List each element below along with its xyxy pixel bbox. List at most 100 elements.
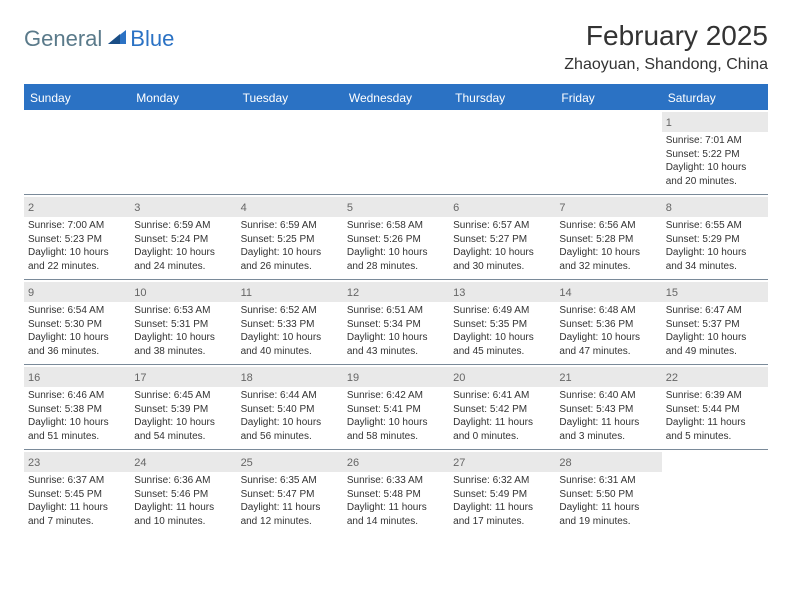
day-number-bar: 7 [555,197,661,217]
sunrise-text: Sunrise: 6:44 AM [241,389,339,403]
day-number: 22 [666,372,678,384]
sunrise-text: Sunrise: 6:48 AM [559,304,657,318]
title-block: February 2025 Zhaoyuan, Shandong, China [564,20,768,74]
day-number-bar: 23 [24,452,130,472]
daylight-text: Daylight: 11 hours [559,501,657,515]
calendar-day-cell: 24Sunrise: 6:36 AMSunset: 5:46 PMDayligh… [130,450,236,534]
sunset-text: Sunset: 5:28 PM [559,233,657,247]
day-number: 26 [347,457,359,469]
sunset-text: Sunset: 5:43 PM [559,403,657,417]
calendar-week-row: 1 Sunrise: 7:01 AMSunset: 5:22 PMDaylight… [24,110,768,194]
day-number-bar: 3 [130,197,236,217]
sunset-text: Sunset: 5:25 PM [241,233,339,247]
daylight-text: Daylight: 10 hours [241,246,339,260]
sunrise-text: Sunrise: 6:35 AM [241,474,339,488]
day-number-bar: 17 [130,367,236,387]
day-number-bar: 16 [24,367,130,387]
day-number: 7 [559,202,565,214]
daylight-text: Daylight: 10 hours [559,331,657,345]
day-number: 6 [453,202,459,214]
calendar-empty-cell [237,110,343,194]
sunset-text: Sunset: 5:29 PM [666,233,764,247]
sunrise-text: Sunrise: 6:36 AM [134,474,232,488]
daylight-text: Daylight: 10 hours [666,246,764,260]
sunrise-text: Sunrise: 6:41 AM [453,389,551,403]
sunset-text: Sunset: 5:23 PM [28,233,126,247]
day-number-bar: 27 [449,452,555,472]
day-number: 28 [559,457,571,469]
daylight-text: Daylight: 11 hours [453,416,551,430]
daylight-text: and 51 minutes. [28,430,126,444]
day-number: 1 [666,117,672,129]
daylight-text: and 12 minutes. [241,515,339,529]
daylight-text: and 28 minutes. [347,260,445,274]
daylight-text: and 40 minutes. [241,345,339,359]
daylight-text: and 34 minutes. [666,260,764,274]
sunset-text: Sunset: 5:36 PM [559,318,657,332]
calendar-empty-cell [343,110,449,194]
sunrise-text: Sunrise: 6:53 AM [134,304,232,318]
day-number-bar: 19 [343,367,449,387]
sunset-text: Sunset: 5:48 PM [347,488,445,502]
day-number: 11 [241,287,252,299]
calendar-day-cell: 17Sunrise: 6:45 AMSunset: 5:39 PMDayligh… [130,365,236,449]
daylight-text: Daylight: 10 hours [241,331,339,345]
sunset-text: Sunset: 5:24 PM [134,233,232,247]
sunset-text: Sunset: 5:38 PM [28,403,126,417]
calendar-empty-cell [130,110,236,194]
sunrise-text: Sunrise: 6:51 AM [347,304,445,318]
daylight-text: and 24 minutes. [134,260,232,274]
sunrise-text: Sunrise: 6:57 AM [453,219,551,233]
day-number: 25 [241,457,253,469]
day-number-bar: 13 [449,282,555,302]
day-number-bar: 10 [130,282,236,302]
weekday-header: Friday [555,86,661,110]
day-number: 8 [666,202,672,214]
calendar-day-cell: 20Sunrise: 6:41 AMSunset: 5:42 PMDayligh… [449,365,555,449]
sunrise-text: Sunrise: 6:33 AM [347,474,445,488]
daylight-text: Daylight: 10 hours [134,416,232,430]
calendar-empty-cell [555,110,661,194]
daylight-text: Daylight: 11 hours [666,416,764,430]
sunrise-text: Sunrise: 6:55 AM [666,219,764,233]
calendar-day-cell: 25Sunrise: 6:35 AMSunset: 5:47 PMDayligh… [237,450,343,534]
day-number: 12 [347,287,359,299]
brand-word-2: Blue [130,26,174,52]
calendar-day-cell: 19Sunrise: 6:42 AMSunset: 5:41 PMDayligh… [343,365,449,449]
day-number: 10 [134,287,146,299]
top-bar: General Blue February 2025 Zhaoyuan, Sha… [24,20,768,74]
daylight-text: Daylight: 10 hours [28,246,126,260]
daylight-text: Daylight: 10 hours [347,416,445,430]
daylight-text: Daylight: 11 hours [28,501,126,515]
calendar-day-cell: 1 Sunrise: 7:01 AMSunset: 5:22 PMDaylight… [662,110,768,194]
sunset-text: Sunset: 5:42 PM [453,403,551,417]
sunrise-text: Sunrise: 7:01 AM [666,134,764,148]
day-number: 3 [134,202,140,214]
daylight-text: and 54 minutes. [134,430,232,444]
day-number-bar: 12 [343,282,449,302]
day-number-bar: 14 [555,282,661,302]
calendar-week-row: 23Sunrise: 6:37 AMSunset: 5:45 PMDayligh… [24,449,768,534]
day-number: 9 [28,287,34,299]
daylight-text: Daylight: 11 hours [241,501,339,515]
daylight-text: and 19 minutes. [559,515,657,529]
location-subtitle: Zhaoyuan, Shandong, China [564,56,768,74]
daylight-text: and 30 minutes. [453,260,551,274]
daylight-text: and 7 minutes. [28,515,126,529]
weekday-header: Saturday [662,86,768,110]
calendar-day-cell: 16Sunrise: 6:46 AMSunset: 5:38 PMDayligh… [24,365,130,449]
calendar-empty-cell [24,110,130,194]
day-number-bar: 28 [555,452,661,472]
daylight-text: Daylight: 10 hours [666,161,764,175]
calendar-day-cell: 26Sunrise: 6:33 AMSunset: 5:48 PMDayligh… [343,450,449,534]
sunset-text: Sunset: 5:44 PM [666,403,764,417]
calendar-day-cell: 23Sunrise: 6:37 AMSunset: 5:45 PMDayligh… [24,450,130,534]
daylight-text: Daylight: 10 hours [28,331,126,345]
daylight-text: and 43 minutes. [347,345,445,359]
day-number: 16 [28,372,40,384]
sunset-text: Sunset: 5:22 PM [666,148,764,162]
day-number-bar: 1 [662,112,768,132]
calendar-day-cell: 7Sunrise: 6:56 AMSunset: 5:28 PMDaylight… [555,195,661,279]
sunrise-text: Sunrise: 6:40 AM [559,389,657,403]
day-number: 23 [28,457,40,469]
